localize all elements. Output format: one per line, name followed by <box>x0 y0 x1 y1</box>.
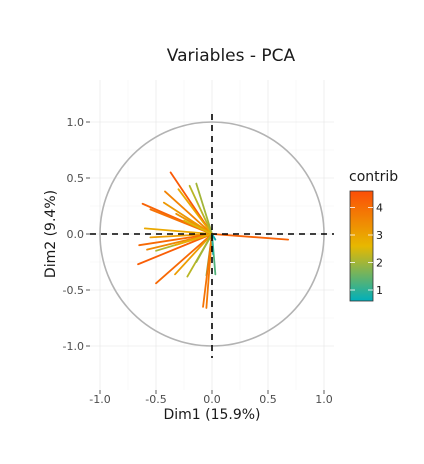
x-tick-label: 0.0 <box>203 393 221 406</box>
legend-tick-label: 1 <box>376 284 383 297</box>
x-tick-label: 0.5 <box>259 393 277 406</box>
y-axis-title: Dim2 (9.4%) <box>43 190 59 278</box>
y-tick-label: 1.0 <box>67 116 85 129</box>
y-tick-label: 0.5 <box>67 172 85 185</box>
x-tick-label: 1.0 <box>315 393 333 406</box>
variable-vector <box>183 219 213 235</box>
reference-lines <box>90 114 334 358</box>
y-axis-ticks: -1.0 -0.5 0.0 0.5 1.0 <box>63 116 90 353</box>
variable-vector <box>177 188 213 235</box>
variable-vector <box>211 233 290 241</box>
legend-ticks: 1 2 3 4 <box>350 202 383 297</box>
variable-vector <box>195 233 213 263</box>
variable-vector <box>174 233 213 276</box>
contrib-legend: contrib 1 2 3 4 <box>349 169 398 302</box>
variable-vector <box>211 233 217 241</box>
variable-vector <box>174 233 213 247</box>
legend-colorbar <box>349 190 374 302</box>
y-tick-label: 0.0 <box>67 228 85 241</box>
variable-vector <box>155 233 213 285</box>
y-tick-label: -0.5 <box>63 284 84 297</box>
x-axis-ticks: -1.0 -0.5 0.0 0.5 1.0 <box>89 390 333 406</box>
x-axis-title: Dim1 (15.9%) <box>163 407 260 423</box>
y-tick-label: -1.0 <box>63 340 84 353</box>
variable-vector <box>164 190 213 235</box>
legend-tick-label: 2 <box>376 257 383 270</box>
variable-vector <box>188 184 213 235</box>
legend-tick-label: 4 <box>376 202 383 215</box>
legend-title: contrib <box>349 169 398 185</box>
variable-vector <box>137 233 213 266</box>
variable-vector <box>143 227 213 235</box>
variable-vector <box>138 233 213 247</box>
variable-vectors <box>137 171 290 309</box>
legend-tick-label: 3 <box>376 229 383 242</box>
variable-vector <box>195 182 213 235</box>
x-tick-label: -0.5 <box>145 393 166 406</box>
variable-vector <box>205 233 213 309</box>
chart-title: Variables - PCA <box>167 46 296 66</box>
x-tick-label: -1.0 <box>89 393 110 406</box>
